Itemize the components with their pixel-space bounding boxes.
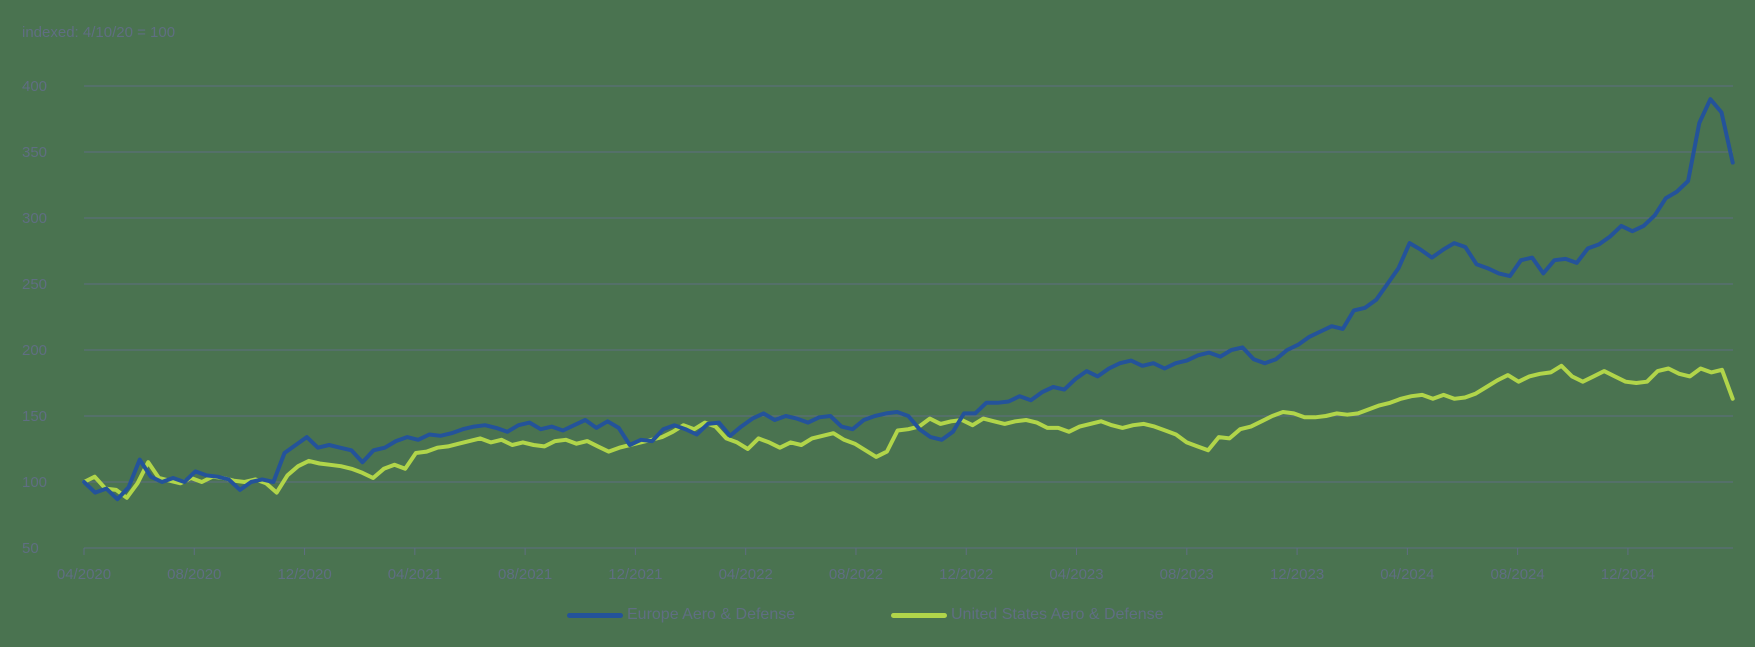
x-tick-label: 08/2024 — [1491, 566, 1545, 583]
y-tick-label: 200 — [22, 342, 47, 359]
x-tick-label: 12/2021 — [608, 566, 662, 583]
x-tick-label: 12/2023 — [1270, 566, 1324, 583]
legend-item-us[interactable]: United States Aero & Defense — [891, 603, 1164, 627]
x-tick-label: 12/2024 — [1601, 566, 1655, 583]
legend-label: United States Aero & Defense — [951, 606, 1164, 623]
x-tick-label: 12/2020 — [277, 566, 331, 583]
x-axis: 04/2020 08/2020 12/2020 04/2021 08/2021 12/20… — [57, 548, 1655, 583]
x-tick-label: 04/2023 — [1049, 566, 1103, 583]
x-tick-label: 08/2020 — [167, 566, 221, 583]
x-tick-label: 08/2023 — [1160, 566, 1214, 583]
legend: Europe Aero & Defense United States Aero… — [0, 603, 1755, 627]
series-lines — [82, 97, 1735, 502]
legend-swatch-europe — [567, 612, 623, 618]
x-tick-label: 04/2021 — [388, 566, 442, 583]
gridlines — [84, 85, 1733, 549]
y-tick-label: 50 — [22, 540, 39, 557]
y-tick-label: 250 — [22, 276, 47, 293]
y-tick-label: 150 — [22, 408, 47, 425]
legend-item-europe[interactable]: Europe Aero & Defense — [567, 603, 795, 627]
y-tick-label: 100 — [22, 474, 47, 491]
y-axis: 50 100 150 200 250 300 350 400 — [22, 78, 47, 557]
x-tick-label: 04/2024 — [1380, 566, 1434, 583]
x-tick-label: 08/2021 — [498, 566, 552, 583]
x-tick-label: 08/2022 — [829, 566, 883, 583]
chart-subtitle: indexed: 4/10/20 = 100 — [22, 24, 175, 41]
legend-swatch-us — [891, 612, 947, 618]
x-tick-label: 12/2022 — [939, 566, 993, 583]
x-tick-label: 04/2022 — [719, 566, 773, 583]
legend-label: Europe Aero & Defense — [627, 606, 796, 623]
y-tick-label: 300 — [22, 210, 47, 227]
series-line — [82, 97, 1735, 502]
y-tick-label: 350 — [22, 144, 47, 161]
y-tick-label: 400 — [22, 78, 47, 95]
series-line — [82, 363, 1735, 500]
x-tick-label: 04/2020 — [57, 566, 111, 583]
